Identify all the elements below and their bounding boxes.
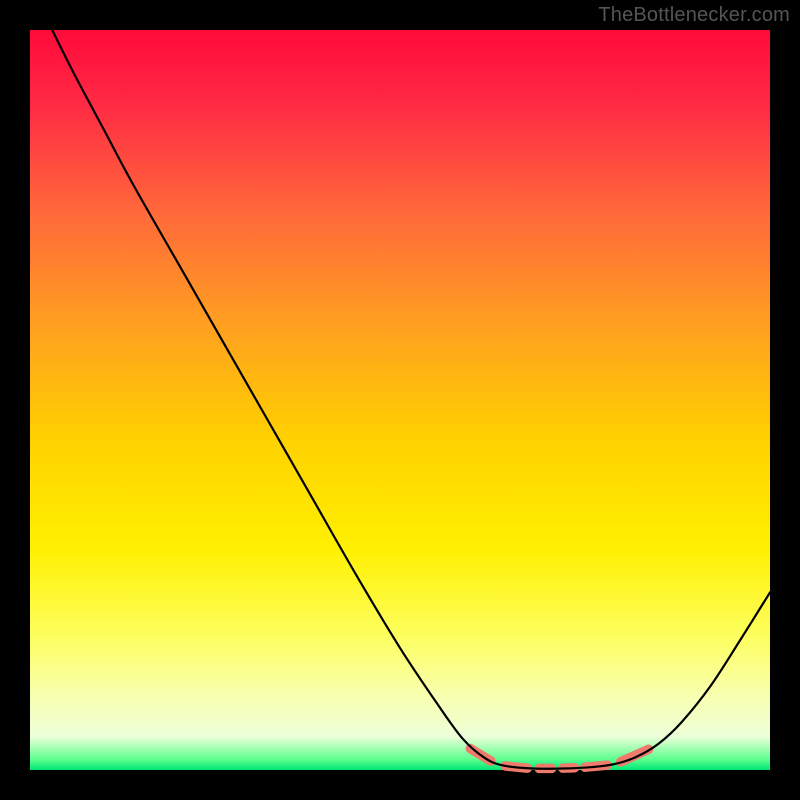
bottleneck-curve: [52, 30, 770, 769]
watermark-text: TheBottlenecker.com: [598, 4, 790, 27]
chart-container: TheBottlenecker.com: [0, 0, 800, 800]
plot-area: [30, 30, 770, 770]
curve-layer: [30, 30, 770, 770]
highlight-segments: [470, 749, 648, 769]
